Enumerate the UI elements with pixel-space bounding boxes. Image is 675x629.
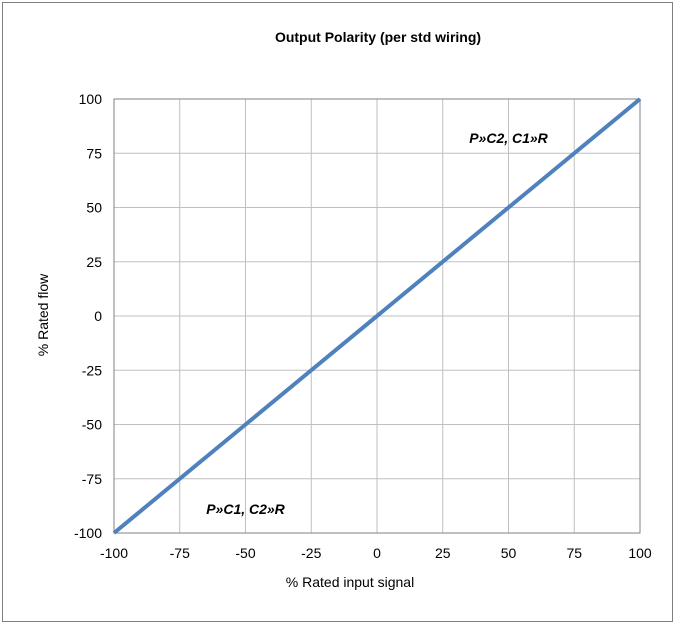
y-tick-label: -100 — [74, 525, 102, 541]
annotation-label: P»C1, C2»R — [206, 501, 285, 517]
y-tick-label: -50 — [82, 417, 102, 433]
x-tick-label: 50 — [501, 545, 517, 561]
x-tick-label: 25 — [435, 545, 451, 561]
y-tick-label: 25 — [86, 254, 102, 270]
y-tick-label: 75 — [86, 145, 102, 161]
annotations: P»C2, C1»R P»C1, C2»R — [206, 130, 548, 517]
plot-area-border — [113, 98, 641, 534]
x-tick-label: 0 — [373, 545, 381, 561]
chart-border — [2, 2, 673, 622]
y-tick-label: -25 — [82, 362, 102, 378]
x-axis-title: % Rated input signal — [286, 574, 414, 590]
x-tick-label: 75 — [566, 545, 582, 561]
tick-labels: -100 -75 -50 -25 0 25 50 75 100 100 75 50 25 0 -25 -50 -… — [74, 91, 652, 561]
y-tick-label: 0 — [94, 308, 102, 324]
x-tick-label: -50 — [235, 545, 255, 561]
x-tick-label: -100 — [100, 545, 128, 561]
series — [112, 97, 642, 535]
y-tick-label: 50 — [86, 200, 102, 216]
y-tick-label: 100 — [79, 91, 103, 107]
x-tick-label: -75 — [170, 545, 190, 561]
y-tick-label: -75 — [82, 471, 102, 487]
x-tick-label: -25 — [301, 545, 321, 561]
annotation-label: P»C2, C1»R — [469, 130, 548, 146]
chart-title: Output Polarity (per std wiring) — [275, 29, 481, 45]
y-axis-title: % Rated flow — [35, 273, 51, 356]
series-line-0 — [112, 97, 642, 535]
x-tick-label: 100 — [628, 545, 652, 561]
